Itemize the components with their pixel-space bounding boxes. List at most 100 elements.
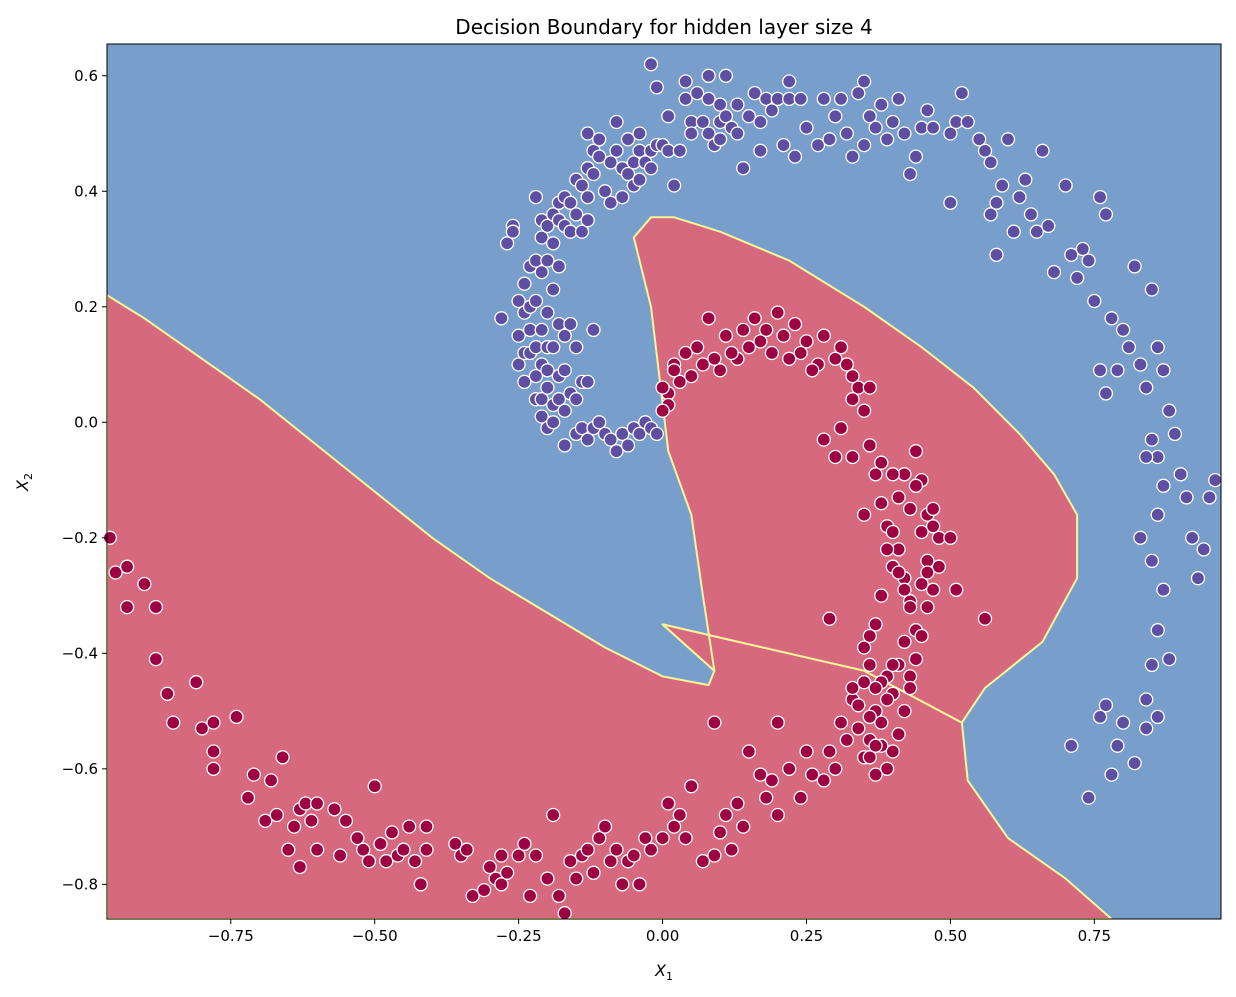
class1-point [828, 449, 843, 465]
class0-point [868, 120, 883, 135]
class0-point [557, 328, 572, 343]
class0-point [908, 149, 924, 164]
class0-point [540, 218, 555, 234]
class1-point [822, 611, 837, 626]
class1-point [689, 340, 705, 355]
class1-point [309, 842, 325, 857]
class0-point [569, 340, 584, 355]
class0-point [563, 316, 578, 332]
class0-point [557, 438, 572, 453]
class1-point [793, 790, 808, 805]
class0-point [528, 189, 544, 205]
class1-point [833, 420, 849, 436]
class1-point [672, 374, 687, 390]
class0-point [517, 374, 532, 390]
class0-point [1202, 490, 1217, 505]
class1-point [551, 888, 567, 904]
class1-point [862, 380, 877, 395]
class1-point [148, 651, 164, 667]
class0-point [695, 114, 711, 130]
class0-point [1196, 542, 1211, 557]
class1-point [269, 807, 284, 823]
class0-point [1144, 282, 1160, 297]
class0-point [609, 444, 624, 459]
class0-point [1087, 293, 1102, 309]
class1-point [511, 848, 526, 863]
class0-point [649, 80, 664, 95]
class0-point [1139, 449, 1154, 465]
class1-point [206, 761, 221, 776]
x-tick-label: −0.75 [208, 927, 254, 945]
class1-point [822, 744, 837, 759]
class0-point [1144, 553, 1160, 569]
class0-point [569, 392, 584, 407]
class1-point [833, 715, 849, 730]
class0-point [1139, 692, 1154, 707]
class1-point [856, 403, 872, 418]
class1-point [902, 680, 918, 696]
y-tick-label: 0.0 [74, 413, 98, 431]
class1-point [379, 854, 394, 869]
y-tick-label: 0.4 [74, 182, 98, 200]
class0-point [925, 120, 941, 135]
class0-point [1041, 218, 1056, 234]
class1-point [494, 877, 509, 892]
class1-point [286, 819, 302, 834]
class1-point [879, 761, 895, 776]
class0-point [534, 409, 549, 424]
class0-point [1029, 224, 1044, 239]
class0-point [528, 368, 544, 384]
y-tick-label: −0.8 [62, 875, 98, 893]
class0-point [620, 132, 636, 147]
class0-point [661, 109, 676, 124]
class1-point [569, 871, 584, 886]
class0-point [1064, 738, 1079, 753]
class1-point [482, 859, 497, 875]
class0-point [822, 132, 837, 147]
class1-point [413, 877, 428, 892]
class1-point [672, 807, 687, 823]
class0-point [615, 189, 630, 205]
class1-point [356, 842, 371, 857]
plot-frame [106, 43, 1222, 920]
class0-point [505, 224, 521, 239]
class1-point [448, 836, 463, 852]
class1-point [914, 628, 929, 644]
class0-point [793, 91, 808, 107]
class0-point [511, 293, 526, 309]
class0-point [666, 178, 682, 193]
class1-point [338, 813, 354, 828]
x-tick-label: 0.00 [646, 927, 679, 945]
class1-point [897, 703, 912, 719]
class0-point [540, 253, 555, 268]
class1-point [718, 328, 734, 343]
class0-point [557, 403, 572, 418]
class1-point [396, 842, 411, 857]
class0-point [712, 97, 728, 112]
class1-point [275, 750, 290, 765]
class0-point [989, 247, 1004, 262]
y-tick-label: 0.2 [74, 298, 98, 316]
class0-point [528, 293, 544, 309]
class0-point [885, 114, 900, 130]
class1-point [281, 842, 296, 857]
class1-point [897, 634, 912, 649]
class0-point [592, 415, 607, 430]
class1-point [373, 836, 388, 852]
class0-point [1156, 363, 1171, 378]
class1-point [925, 501, 941, 517]
class0-point [1104, 767, 1119, 782]
class1-point [626, 848, 641, 863]
x-axis-ticks: −0.75 −0.50 −0.25 0.00 0.25 0.50 0.75 [208, 919, 1111, 945]
class1-point [845, 392, 860, 407]
class1-point [862, 709, 877, 725]
class1-point [931, 559, 947, 574]
class0-point [920, 103, 935, 118]
class1-point [609, 842, 624, 857]
class1-point [695, 854, 711, 869]
class1-point [753, 334, 768, 349]
class1-point [845, 449, 860, 465]
class1-point [920, 599, 935, 615]
class0-point [874, 97, 889, 112]
